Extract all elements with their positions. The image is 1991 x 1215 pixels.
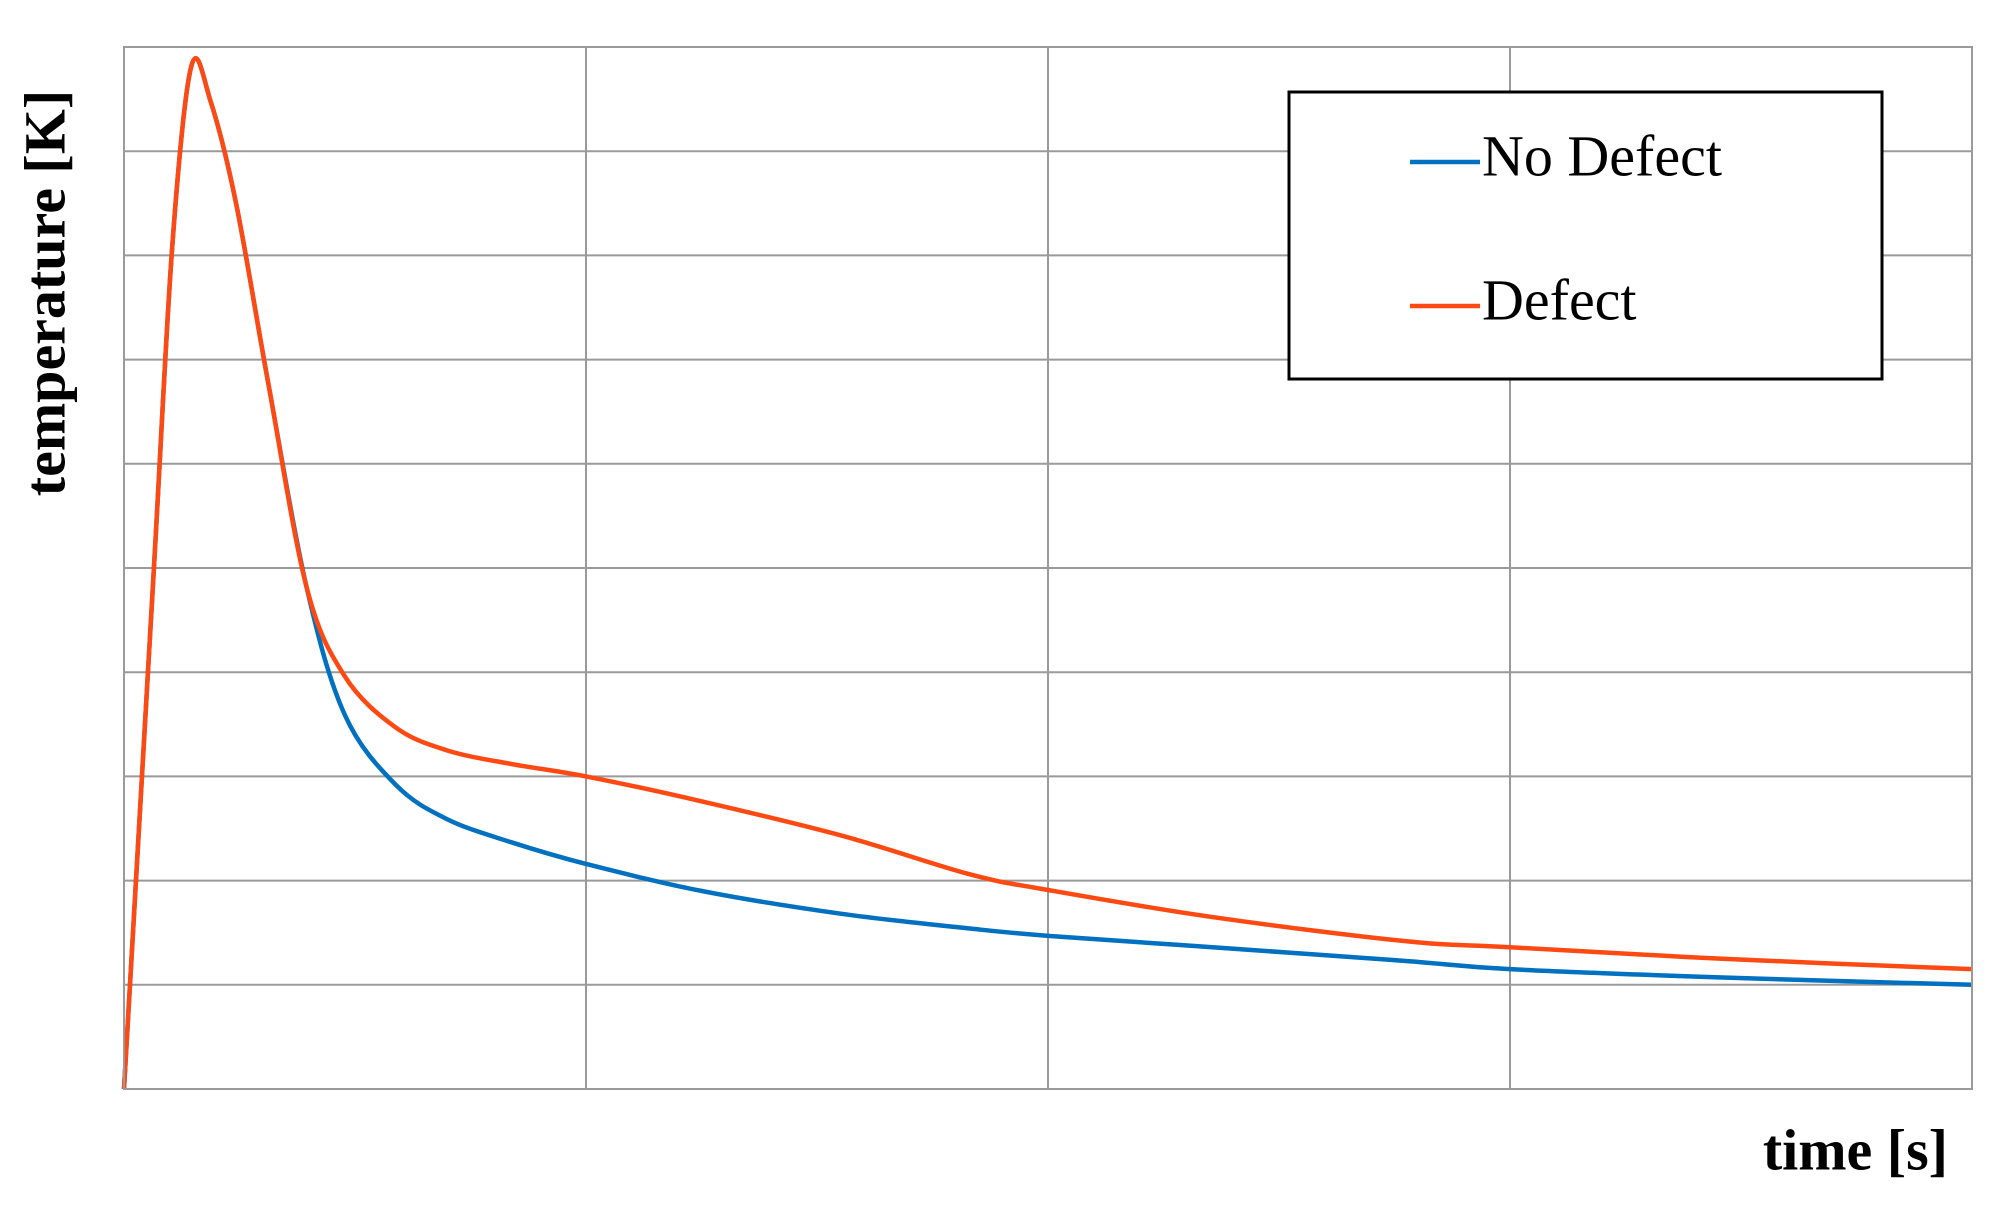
plot-border bbox=[123, 46, 1973, 1090]
legend-label: Defect bbox=[1482, 267, 1637, 332]
legend: No Defect Defect bbox=[1287, 90, 1884, 381]
data-line bbox=[121, 56, 1973, 1090]
legend-label: No Defect bbox=[1482, 123, 1722, 188]
legend-box bbox=[1287, 90, 1884, 381]
y-axis-label: temperature [K] bbox=[12, 90, 77, 496]
x-axis-label: time [s] bbox=[1763, 1117, 1948, 1182]
